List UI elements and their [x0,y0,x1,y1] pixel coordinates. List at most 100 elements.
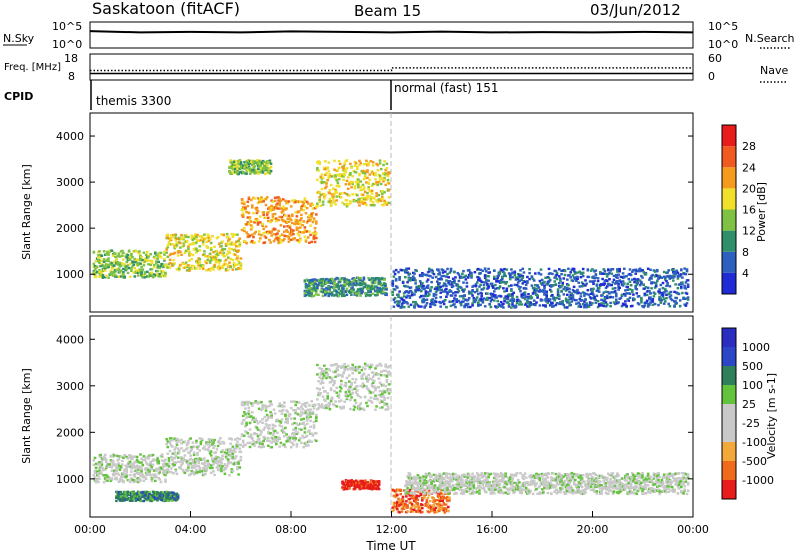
range-gate-cell [200,235,204,238]
range-gate-cell [262,167,266,170]
range-gate-cell [285,229,288,232]
range-gate-cell [230,241,234,244]
range-gate-cell [535,301,538,304]
range-gate-cell [392,305,396,308]
range-gate-cell [496,276,499,280]
range-gate-cell [404,276,407,279]
range-gate-cell [439,305,442,308]
range-gate-cell [359,384,362,388]
range-gate-cell [438,273,441,276]
range-gate-cell [144,468,148,472]
range-gate-cell [505,268,509,271]
range-gate-cell [367,163,370,166]
range-gate-cell [501,269,504,272]
range-gate-cell [508,278,512,281]
range-gate-cell [231,242,235,246]
range-gate-cell [262,439,265,443]
range-gate-cell [507,304,511,307]
range-gate-cell [537,272,541,275]
range-gate-cell [135,455,139,459]
range-gate-cell [338,162,342,166]
range-gate-cell [139,262,142,265]
range-gate-cell [450,280,454,284]
range-gate-cell [543,284,546,287]
range-gate-cell [361,169,365,173]
range-gate-cell [324,194,327,197]
range-gate-cell [109,454,113,458]
range-gate-cell [209,454,213,457]
range-gate-cell [676,277,680,280]
range-gate-cell [267,219,270,223]
range-gate-cell [277,405,280,408]
range-gate-cell [279,207,283,210]
range-gate-cell [143,276,147,279]
range-gate-cell [236,466,239,469]
range-gate-cell [358,365,361,368]
range-gate-cell [361,287,365,290]
range-gate-cell [267,436,270,440]
range-gate-cell [146,259,149,262]
range-gate-cell [265,196,269,199]
range-gate-cell [125,473,129,477]
range-gate-cell [383,178,386,181]
range-gate-cell [523,291,527,294]
range-gate-cell [377,386,381,389]
range-gate-cell [236,255,239,258]
range-gate-cell [118,271,122,274]
range-gate-cell [307,288,310,291]
range-gate-cell [595,294,599,297]
range-gate-cell [136,466,140,470]
range-gate-cell [302,231,305,234]
nsky-panel: N.Sky 10^5 10^0 10^5 10^0 N.Search [3,20,795,51]
range-gate-cell [386,174,390,178]
colorbar-segment [722,188,736,210]
range-gate-cell [337,285,341,288]
range-gate-cell [149,253,152,256]
range-gate-cell [107,276,110,279]
range-gate-cell [439,285,442,288]
range-gate-cell [313,207,317,210]
range-gate-cell [343,278,346,282]
range-gate-cell [343,400,346,403]
range-gate-cell [383,191,386,194]
range-gate-cell [348,374,351,377]
range-gate-cell [365,377,368,380]
nave-series-line [90,67,693,72]
range-gate-cell [214,461,218,465]
range-gate-cell [160,454,164,457]
range-gate-cell [171,445,174,448]
range-gate-cell [157,476,160,480]
range-gate-cell [344,183,348,186]
range-gate-cell [188,451,191,454]
range-gate-cell [581,282,585,286]
range-gate-cell [677,292,681,296]
range-gate-cell [457,273,461,276]
range-gate-cell [207,256,211,259]
range-gate-cell [367,161,370,165]
range-gate-cell [330,377,334,381]
range-gate-cell [585,306,588,309]
range-gate-cell [139,479,142,482]
range-gate-cell [631,289,634,292]
range-gate-cell [296,232,300,235]
range-gate-cell [329,281,333,285]
range-gate-cell [264,172,267,176]
range-gate-cell [373,385,376,388]
range-gate-cell [190,445,194,449]
range-gate-cell [462,290,465,293]
range-gate-cell [98,275,101,278]
range-gate-cell [323,195,326,199]
range-gate-cell [235,268,238,271]
range-gate-cell [577,291,580,294]
range-gate-cell [534,291,537,295]
range-gate-cell [662,291,666,294]
range-gate-cell [182,242,186,245]
range-gate-cell [325,376,328,380]
range-gate-cell [371,164,375,167]
range-gate-cell [470,274,473,277]
range-gate-cell [550,290,553,293]
range-gate-cell [301,403,304,406]
range-gate-cell [608,271,611,275]
range-gate-cell [572,285,576,288]
range-gate-cell [383,398,386,402]
